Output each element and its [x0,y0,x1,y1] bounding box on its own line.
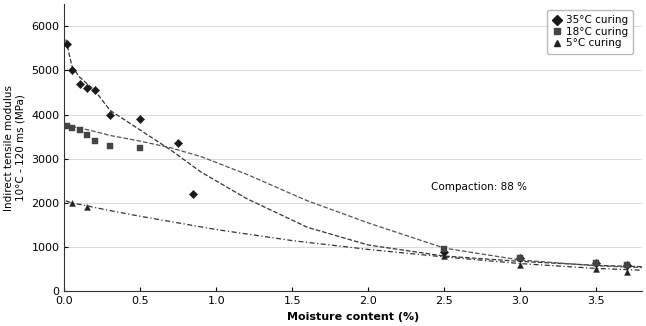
Point [439,247,450,252]
Point [62,123,72,128]
Point [105,112,115,117]
Point [82,132,92,137]
Point [82,205,92,210]
Y-axis label: Indirect tensile modulus
10°C - 120 ms (MPa): Indirect tensile modulus 10°C - 120 ms (… [4,85,26,211]
Point [591,260,601,265]
Point [621,262,632,268]
Point [67,125,77,130]
Point [90,139,100,144]
Point [82,85,92,91]
Point [439,253,450,259]
Point [135,116,145,122]
Point [90,88,100,93]
Point [439,249,450,254]
Point [74,81,85,86]
Text: Compaction: 88 %: Compaction: 88 % [431,182,527,192]
Point [74,127,85,133]
Point [515,256,525,261]
Point [621,262,632,268]
Point [62,41,72,47]
Point [591,260,601,265]
Point [515,256,525,261]
Legend: 35°C curing, 18°C curing, 5°C curing: 35°C curing, 18°C curing, 5°C curing [547,10,633,54]
Point [621,269,632,274]
Point [591,267,601,272]
X-axis label: Moisture content (%): Moisture content (%) [287,312,419,322]
Point [67,68,77,73]
Point [135,145,145,150]
Point [189,192,199,197]
Point [515,262,525,268]
Point [173,141,183,146]
Point [67,200,77,206]
Point [105,143,115,148]
